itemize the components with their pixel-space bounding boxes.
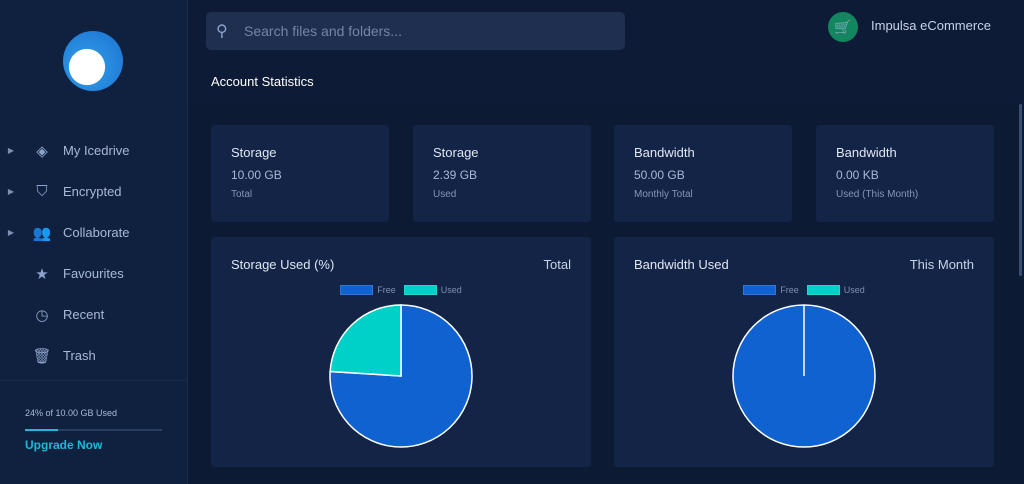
search-icon: ⚲ [216,23,228,40]
bandwidth-chart-card: Bandwidth Used This Month Free Used [614,237,994,467]
stat-title: Storage [231,145,277,160]
sidebar-item-favourites[interactable]: ★ Favourites [0,253,188,294]
clock-icon: ◷ [35,306,49,324]
legend-swatch [806,285,840,295]
sidebar-item-label: Encrypted [63,184,122,199]
trash-icon: 🗑 [32,347,52,365]
sidebar-item-collaborate[interactable]: ▶ 👥 Collaborate [0,212,188,253]
stat-card: Storage 10.00 GB Total [211,125,389,222]
chart-period: This Month [909,257,974,272]
stat-title: Storage [433,145,479,160]
sidebar-nav: ▶ ◈ My Icedrive ▶ ⛉ Encrypted ▶ 👥 Collaborate … [0,130,188,376]
sidebar-item-label: Collaborate [63,225,130,240]
sidebar-item-label: My Icedrive [63,143,130,158]
legend-label: Used [440,285,462,295]
stat-title: Bandwidth [634,145,695,160]
user-name[interactable]: Impulsa eCommerce [871,17,991,33]
usage-progress-bar [25,429,162,431]
sidebar-item-my-icedrive[interactable]: ▶ ◈ My Icedrive [0,130,188,171]
bandwidth-pie-chart [732,304,876,448]
layers-icon: ◈ [36,142,48,160]
sidebar-item-encrypted[interactable]: ▶ ⛉ Encrypted [0,171,188,212]
stat-card: Bandwidth 50.00 GB Monthly Total [614,125,792,222]
sidebar: ▶ ◈ My Icedrive ▶ ⛉ Encrypted ▶ 👥 Collaborate … [0,0,188,484]
chart-title: Storage Used (%) [231,257,335,272]
star-icon: ★ [35,265,49,283]
sidebar-item-label: Favourites [63,266,124,281]
shield-icon: ⛉ [36,183,48,200]
search-input[interactable] [244,23,604,39]
search-bar[interactable]: ⚲ [206,12,625,50]
stat-subtitle: Used [433,189,457,200]
icedrive-logo[interactable] [63,31,123,91]
legend-label: Free [377,285,396,295]
upgrade-now-link[interactable]: Upgrade Now [25,438,103,452]
legend-swatch [340,285,374,295]
stat-value: 10.00 GB [231,168,282,182]
legend-item-free[interactable]: Free [743,285,799,295]
sidebar-item-trash[interactable]: 🗑 Trash [0,335,188,376]
caret-right-icon[interactable]: ▶ [7,228,14,237]
stat-subtitle: Used (This Month) [836,189,919,200]
usage-text: 24% of 10.00 GB Used [25,408,118,418]
legend-item-used[interactable]: Used [806,285,865,295]
scrollbar[interactable] [1019,104,1022,276]
chart-legend: Free Used [211,285,591,295]
legend-swatch [743,285,777,295]
main-content: Storage 10.00 GB Total Storage 2.39 GB Used … [188,104,1024,484]
legend-item-free[interactable]: Free [340,285,396,295]
sidebar-item-label: Recent [63,307,105,322]
caret-right-icon[interactable]: ▶ [7,146,14,155]
storage-pie-chart [329,304,473,448]
stat-value: 2.39 GB [433,168,478,182]
stat-subtitle: Total [231,189,253,200]
user-menu[interactable]: 🛒 Impulsa eCommerce [828,12,991,42]
page-title: Account Statistics [211,74,314,89]
users-icon: 👥 [32,224,52,242]
storage-usage: 24% of 10.00 GB Used Upgrade Now [0,380,188,484]
pie-slice-used[interactable] [329,304,402,377]
stat-card: Storage 2.39 GB Used [413,125,591,222]
stat-subtitle: Monthly Total [634,189,693,200]
legend-swatch [403,285,437,295]
chart-legend: Free Used [614,285,994,295]
legend-label: Free [780,285,799,295]
usage-progress-fill [25,429,58,431]
chart-title: Bandwidth Used [634,257,729,272]
legend-label: Used [843,285,865,295]
storage-chart-card: Storage Used (%) Total Free Used [211,237,591,467]
cart-avatar-icon[interactable]: 🛒 [828,12,858,42]
legend-item-used[interactable]: Used [403,285,462,295]
stat-value: 0.00 KB [836,168,879,182]
caret-right-icon[interactable]: ▶ [7,187,14,196]
stat-title: Bandwidth [836,145,897,160]
stat-card: Bandwidth 0.00 KB Used (This Month) [816,125,994,222]
stat-value: 50.00 GB [634,168,685,182]
sidebar-item-label: Trash [63,348,96,363]
sidebar-item-recent[interactable]: ◷ Recent [0,294,188,335]
chart-period: Total [543,257,571,272]
